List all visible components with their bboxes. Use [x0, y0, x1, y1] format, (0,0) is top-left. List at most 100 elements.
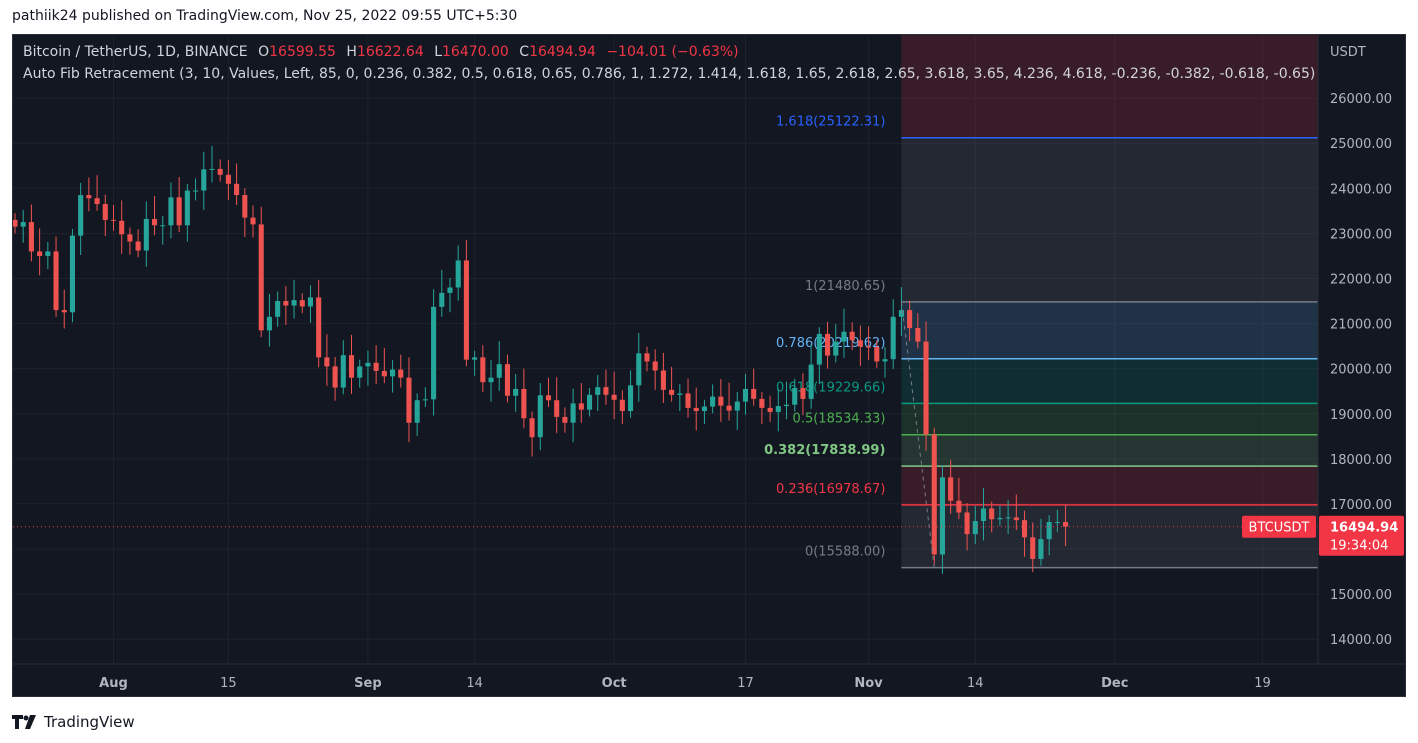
candle-body[interactable]	[783, 404, 790, 407]
candle-body[interactable]	[562, 416, 568, 423]
candle-body[interactable]	[291, 300, 297, 306]
candle-body[interactable]	[710, 396, 716, 407]
candle-body[interactable]	[652, 361, 658, 371]
candle-body[interactable]	[866, 346, 872, 348]
candle-body[interactable]	[447, 287, 453, 293]
candle-body[interactable]	[127, 234, 133, 242]
candle-body[interactable]	[1030, 537, 1036, 559]
candle-body[interactable]	[1054, 521, 1060, 523]
candle-body[interactable]	[406, 377, 412, 423]
candle-body[interactable]	[357, 366, 363, 378]
candle-body[interactable]	[398, 369, 404, 378]
candle-body[interactable]	[611, 394, 617, 400]
candle-body[interactable]	[751, 388, 757, 399]
candle-body[interactable]	[874, 347, 880, 362]
candle-body[interactable]	[37, 251, 43, 256]
candle-body[interactable]	[102, 204, 108, 220]
candle-body[interactable]	[504, 364, 510, 396]
candle-body[interactable]	[685, 393, 691, 408]
candle-body[interactable]	[373, 362, 379, 371]
candle-body[interactable]	[816, 333, 822, 365]
candle-body[interactable]	[833, 341, 839, 356]
candle-body[interactable]	[907, 310, 913, 329]
candle-body[interactable]	[677, 393, 683, 395]
candle-body[interactable]	[45, 251, 51, 256]
candle-body[interactable]	[61, 310, 67, 313]
candle-body[interactable]	[915, 328, 921, 342]
candle-body[interactable]	[1046, 521, 1052, 540]
candle-body[interactable]	[603, 387, 609, 395]
candle-body[interactable]	[808, 364, 814, 399]
indicator-legend[interactable]: Auto Fib Retracement (3, 10, Values, Lef…	[23, 66, 1315, 82]
candle-body[interactable]	[217, 168, 223, 175]
chart-canvas[interactable]: 1.618(25122.31) 1(21480.65) 0.786(20219.62…	[13, 35, 1405, 696]
candle-body[interactable]	[381, 370, 387, 377]
candle-body[interactable]	[644, 353, 650, 362]
candle-body[interactable]	[431, 306, 437, 400]
candle-body[interactable]	[857, 340, 863, 347]
candle-body[interactable]	[849, 331, 855, 341]
candle-body[interactable]	[201, 169, 207, 191]
candle-body[interactable]	[143, 218, 149, 251]
candle-body[interactable]	[258, 224, 264, 331]
candle-body[interactable]	[78, 195, 84, 236]
candle-body[interactable]	[69, 235, 75, 313]
candle-body[interactable]	[628, 385, 634, 412]
candle-body[interactable]	[660, 370, 666, 390]
candle-body[interactable]	[250, 217, 256, 225]
candle-body[interactable]	[693, 407, 699, 412]
candle-body[interactable]	[619, 399, 625, 412]
candle-body[interactable]	[997, 517, 1003, 520]
candle-body[interactable]	[989, 508, 995, 520]
candle-body[interactable]	[234, 183, 240, 196]
candle-body[interactable]	[964, 512, 970, 535]
candle-body[interactable]	[110, 219, 117, 221]
candle-body[interactable]	[86, 195, 92, 199]
candle-body[interactable]	[94, 198, 100, 205]
candle-body[interactable]	[135, 241, 141, 251]
candle-body[interactable]	[307, 297, 314, 307]
candle-body[interactable]	[841, 331, 847, 342]
candle-body[interactable]	[463, 260, 469, 360]
candle-body[interactable]	[980, 508, 987, 522]
candle-body[interactable]	[595, 387, 601, 395]
candle-body[interactable]	[1038, 539, 1044, 559]
candle-body[interactable]	[184, 190, 190, 226]
candle-body[interactable]	[578, 403, 584, 410]
candle-body[interactable]	[151, 218, 158, 226]
candle-body[interactable]	[800, 388, 806, 399]
candle-body[interactable]	[168, 197, 174, 226]
candle-body[interactable]	[160, 225, 166, 227]
candle-body[interactable]	[701, 406, 707, 412]
candle-body[interactable]	[332, 366, 338, 388]
candle-body[interactable]	[496, 364, 502, 378]
candle-body[interactable]	[1021, 520, 1028, 538]
candle-body[interactable]	[283, 301, 289, 306]
candle-body[interactable]	[13, 219, 18, 227]
candle-body[interactable]	[53, 251, 59, 311]
candle-body[interactable]	[537, 395, 543, 438]
candle-body[interactable]	[734, 401, 740, 411]
candle-body[interactable]	[767, 407, 773, 412]
chart-panel[interactable]: 1.618(25122.31) 1(21480.65) 0.786(20219.62…	[12, 34, 1406, 697]
candle-body[interactable]	[948, 477, 954, 501]
candle-body[interactable]	[718, 396, 724, 406]
candle-body[interactable]	[669, 389, 675, 395]
candle-body[interactable]	[1063, 521, 1069, 527]
candle-body[interactable]	[931, 434, 937, 555]
candle-body[interactable]	[340, 355, 346, 388]
candle-body[interactable]	[570, 403, 576, 423]
candle-body[interactable]	[209, 168, 215, 170]
candle-body[interactable]	[455, 260, 461, 288]
candle-body[interactable]	[439, 292, 445, 307]
candle-body[interactable]	[266, 316, 272, 331]
candle-body[interactable]	[488, 377, 494, 383]
candle-body[interactable]	[545, 395, 552, 401]
candle-body[interactable]	[472, 357, 478, 360]
candle-body[interactable]	[28, 222, 34, 252]
candle-body[interactable]	[521, 388, 527, 419]
candle-body[interactable]	[365, 362, 371, 367]
candle-body[interactable]	[20, 222, 26, 227]
candle-body[interactable]	[299, 300, 305, 307]
candle-body[interactable]	[882, 359, 888, 362]
